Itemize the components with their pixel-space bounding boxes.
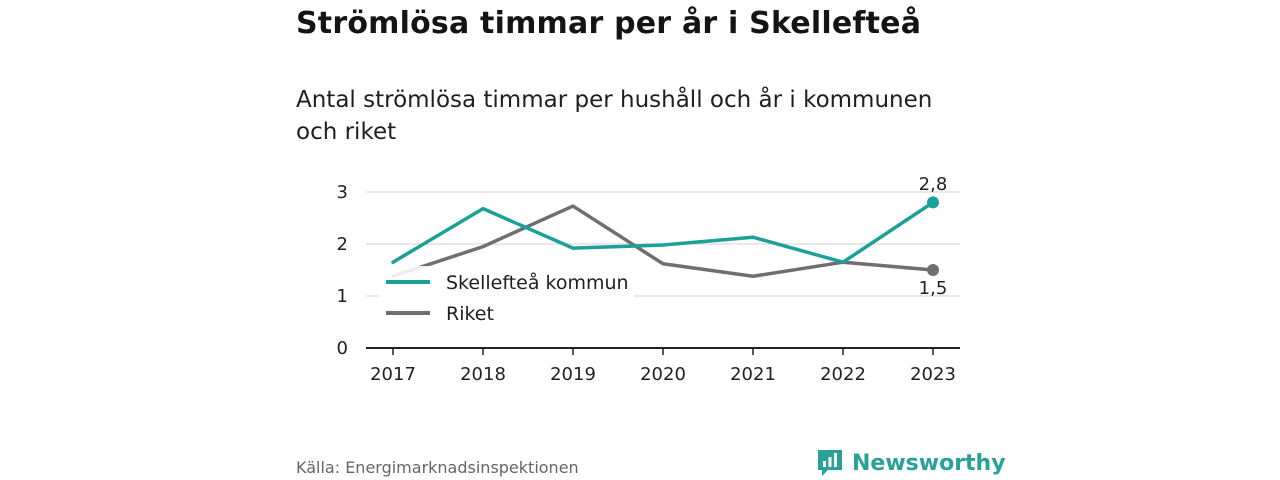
x-tick-label: 2019 bbox=[550, 364, 596, 385]
legend-background bbox=[378, 266, 634, 330]
end-value-labels: 2,8 1,5 bbox=[919, 174, 948, 299]
source-note: Källa: Energimarknadsinspektionen bbox=[296, 458, 579, 477]
x-tick-label: 2018 bbox=[460, 364, 506, 385]
series-line-riket bbox=[391, 204, 935, 278]
data-label-skelleftea-2023: 2,8 bbox=[919, 174, 948, 195]
y-tick-label: 3 bbox=[337, 182, 348, 203]
bar-chart-speech-bubble-icon bbox=[818, 450, 842, 476]
x-tick-label: 2023 bbox=[910, 364, 956, 385]
data-label-riket-2023: 1,5 bbox=[919, 278, 948, 299]
x-tick-label: 2017 bbox=[370, 364, 416, 385]
legend-label: Riket bbox=[446, 303, 494, 325]
chart-title: Strömlösa timmar per år i Skellefteå bbox=[296, 6, 922, 41]
y-tick-label: 0 bbox=[337, 338, 348, 359]
y-axis-ticks: 0 1 2 3 bbox=[337, 182, 348, 359]
y-tick-label: 1 bbox=[337, 286, 348, 307]
legend-label: Skellefteå kommun bbox=[446, 271, 629, 294]
series-lines bbox=[391, 196, 939, 278]
legend: Skellefteå kommun Riket bbox=[378, 266, 634, 330]
x-tick-label: 2022 bbox=[820, 364, 866, 385]
x-tick-label: 2020 bbox=[640, 364, 686, 385]
end-point-riket bbox=[927, 264, 939, 276]
y-tick-label: 2 bbox=[337, 234, 348, 255]
series-line-skelleftea bbox=[391, 200, 935, 264]
end-point-skelleftea bbox=[927, 196, 939, 209]
chart-subtitle: Antal strömlösa timmar per hushåll och å… bbox=[296, 87, 933, 145]
brand-logo: Newsworthy bbox=[816, 448, 1006, 478]
x-axis: 2017 2018 2019 2020 2021 2022 2023 bbox=[366, 347, 960, 385]
brand-name: Newsworthy bbox=[852, 450, 1006, 476]
x-tick-label: 2021 bbox=[730, 364, 776, 385]
